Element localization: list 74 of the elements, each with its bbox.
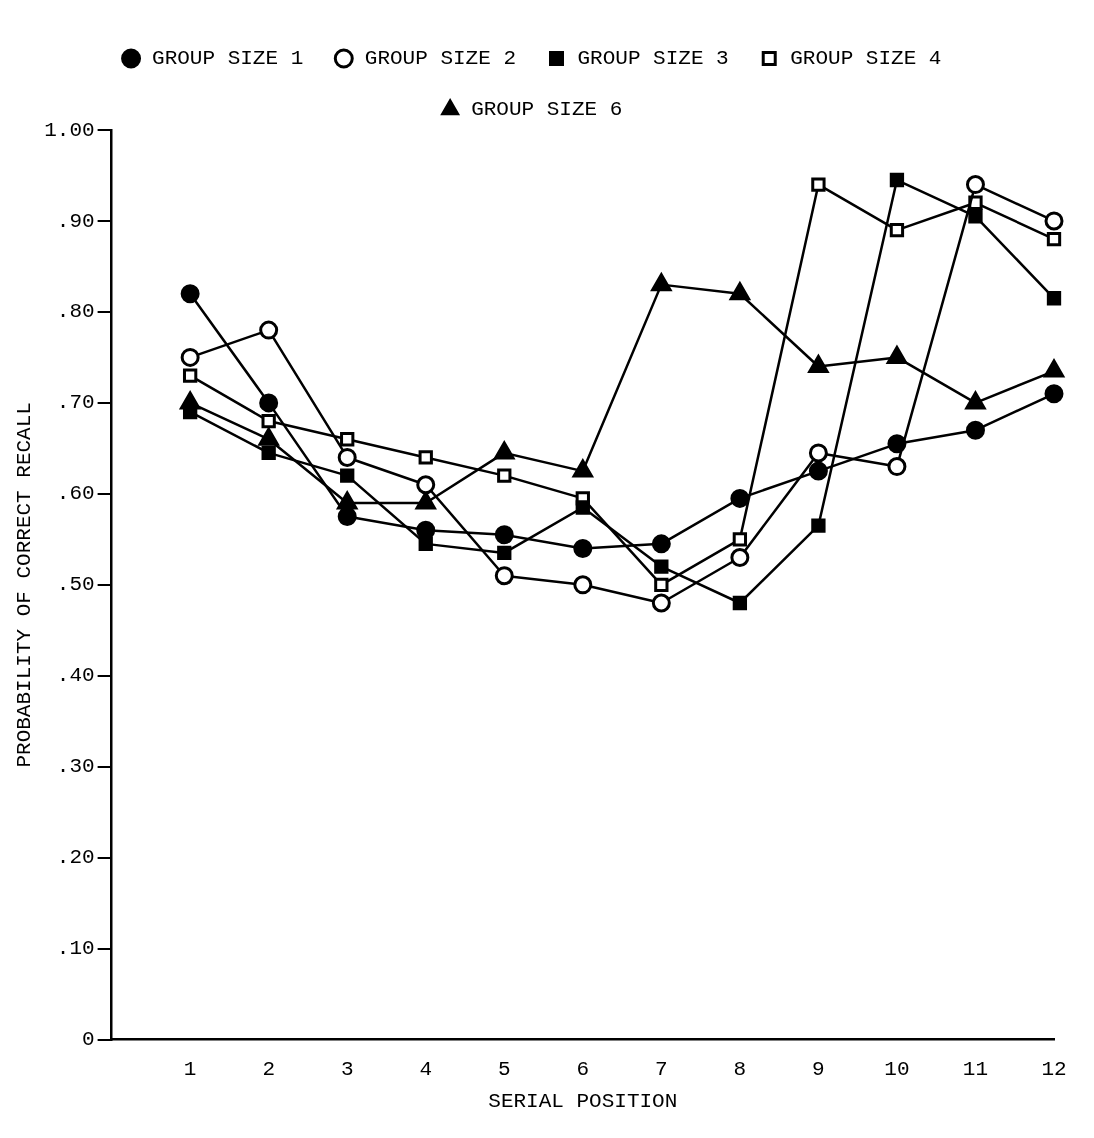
x-tick-label: 7 xyxy=(655,1057,668,1081)
x-tick-label: 11 xyxy=(962,1057,989,1081)
point xyxy=(965,420,985,440)
point xyxy=(732,595,748,611)
point xyxy=(337,447,357,467)
y-tick-label: .90 xyxy=(56,209,95,233)
point xyxy=(1044,384,1064,404)
point xyxy=(261,413,276,429)
point xyxy=(808,461,828,481)
point xyxy=(180,284,200,304)
legend-label: GROUP SIZE 4 xyxy=(790,47,942,71)
point xyxy=(575,500,590,515)
point xyxy=(965,175,985,195)
point xyxy=(730,548,750,568)
x-tick-label: 10 xyxy=(884,1057,910,1081)
y-tick-label: .50 xyxy=(56,573,95,597)
x-tick-label: 4 xyxy=(419,1057,433,1081)
point xyxy=(261,445,276,461)
point xyxy=(651,534,671,554)
point xyxy=(651,593,671,613)
x-tick-label: 12 xyxy=(1041,1057,1067,1081)
point xyxy=(340,468,355,483)
point xyxy=(180,347,200,367)
point xyxy=(730,488,750,508)
point xyxy=(497,468,512,483)
point xyxy=(1046,232,1062,247)
y-tick-label: .40 xyxy=(56,664,95,688)
point xyxy=(968,209,983,224)
y-tick-label: .10 xyxy=(56,937,95,961)
point xyxy=(494,525,514,545)
point xyxy=(887,434,907,454)
point xyxy=(259,393,279,413)
point xyxy=(416,520,436,540)
point xyxy=(811,177,826,192)
point xyxy=(654,559,669,574)
point xyxy=(497,545,512,561)
point xyxy=(889,222,905,238)
point xyxy=(418,450,433,465)
point xyxy=(654,577,669,592)
y-axis-title: PROBABILITY OF CORRECT RECALL xyxy=(13,402,37,768)
point xyxy=(259,320,279,340)
y-tick-label: .20 xyxy=(56,846,95,870)
x-tick-label: 8 xyxy=(733,1057,747,1081)
y-tick-label: 0 xyxy=(82,1028,95,1052)
point xyxy=(811,518,826,533)
point xyxy=(340,432,355,447)
y-tick-label: .30 xyxy=(56,755,95,779)
y-tick-label: .70 xyxy=(56,391,95,415)
legend-label: GROUP SIZE 6 xyxy=(471,98,623,122)
point xyxy=(887,457,907,477)
y-tick-label: .80 xyxy=(56,300,95,324)
point xyxy=(1046,291,1062,306)
point xyxy=(337,507,357,527)
point xyxy=(1044,211,1064,231)
legend-label: GROUP SIZE 2 xyxy=(364,47,517,71)
y-tick-label: .60 xyxy=(56,482,95,506)
legend-label: GROUP SIZE 3 xyxy=(577,47,729,71)
x-tick-label: 9 xyxy=(812,1057,825,1081)
x-tick-label: 3 xyxy=(340,1057,354,1081)
x-tick-label: 5 xyxy=(497,1057,511,1081)
point xyxy=(573,575,593,595)
x-tick-label: 6 xyxy=(576,1057,590,1081)
point xyxy=(573,538,593,558)
point xyxy=(889,172,905,188)
y-tick-label: 1.00 xyxy=(44,118,95,142)
legend-label: GROUP SIZE 1 xyxy=(152,47,304,71)
point xyxy=(494,566,514,586)
x-tick-label: 2 xyxy=(262,1057,275,1081)
point xyxy=(808,443,828,463)
point xyxy=(416,475,436,495)
x-axis-title: SERIAL POSITION xyxy=(488,1089,678,1113)
point xyxy=(732,532,748,547)
x-tick-label: 1 xyxy=(183,1057,197,1081)
point xyxy=(182,368,198,383)
